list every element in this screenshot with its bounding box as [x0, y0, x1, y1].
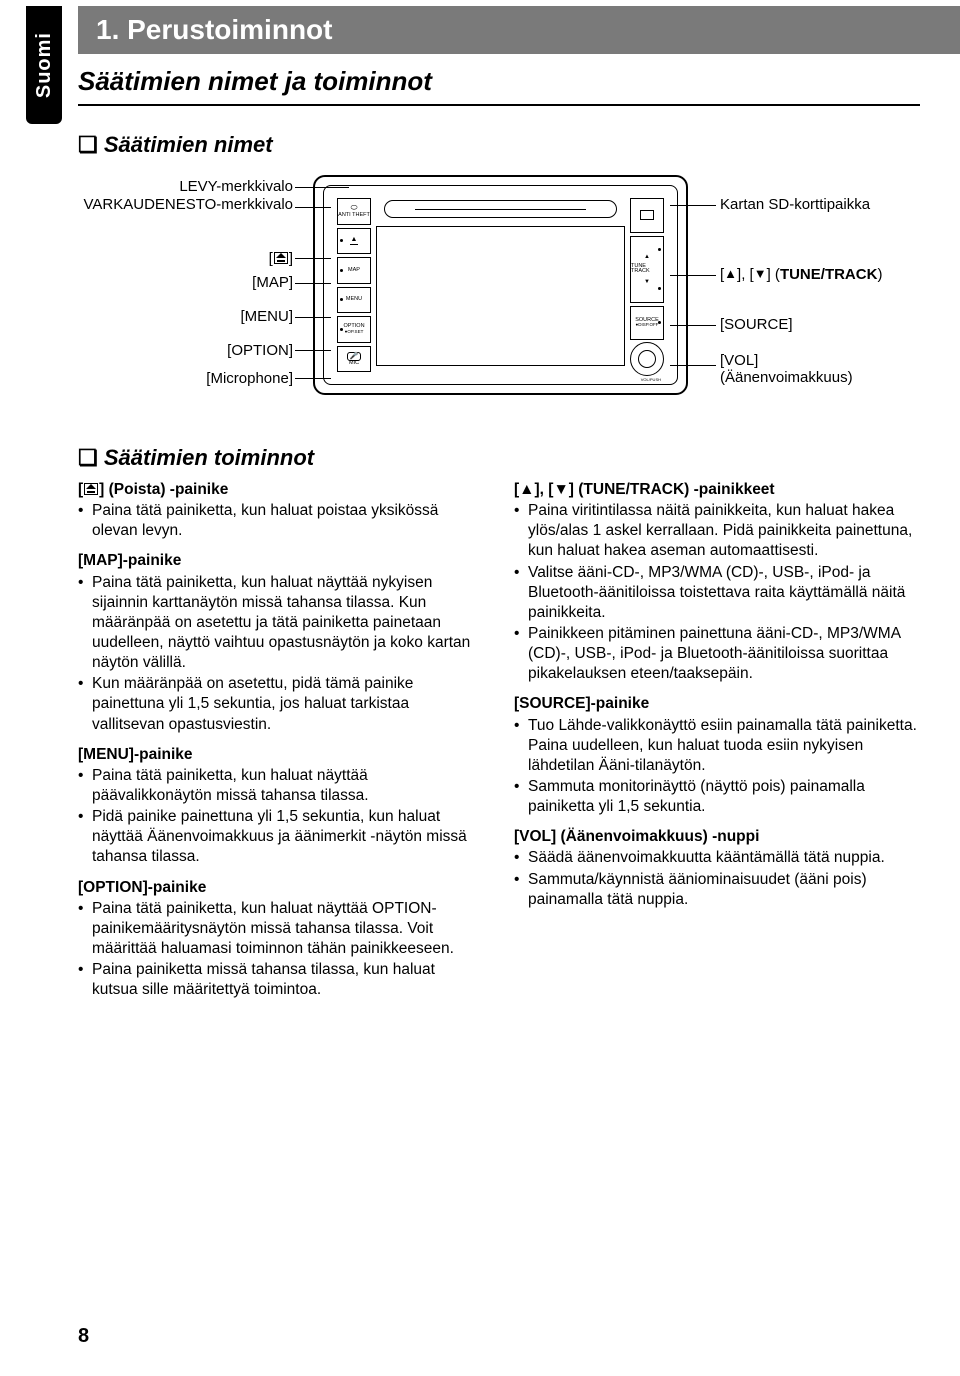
- btn-tune: ▲ TUNE TRACK ▼: [630, 236, 664, 303]
- item-block: [] (Poista) -painikePaina tätä painikett…: [78, 480, 484, 541]
- left-button-column: ⬭ANTI THEFT ▲ MAP MENU OPTION●OP.SET 🎤MI…: [337, 198, 371, 372]
- bullet-item: Sammuta monitorinäyttö (näyttö pois) pai…: [514, 777, 920, 817]
- bullet-item: Kun määränpää on asetettu, pidä tämä pai…: [78, 674, 484, 734]
- item-block: [MENU]-painikePaina tätä painiketta, kun…: [78, 745, 484, 868]
- label-tune: [▲], [▼] (TUNE/TRACK): [720, 267, 882, 284]
- bullet-item: Sammuta/käynnistä ääniominaisuudet (ääni…: [514, 870, 920, 910]
- bullet-item: Paina tätä painiketta, kun haluat näyttä…: [78, 899, 484, 959]
- label-source: [SOURCE]: [720, 317, 793, 334]
- bullet-item: Paina painiketta missä tahansa tilassa, …: [78, 960, 484, 1000]
- lead-line: [670, 365, 716, 366]
- bullet-item: Paina tätä painiketta, kun haluat näyttä…: [78, 766, 484, 806]
- cd-slot: [384, 200, 617, 218]
- item-block: [OPTION]-painikePaina tätä painiketta, k…: [78, 878, 484, 1001]
- divider: [78, 104, 920, 106]
- item-head: [VOL] (Äänenvoimakkuus) -nuppi: [514, 827, 920, 847]
- bullet-item: Valitse ääni-CD-, MP3/WMA (CD)-, USB-, i…: [514, 563, 920, 623]
- lead-line: [670, 325, 716, 326]
- label-sd: Kartan SD-korttipaikka: [720, 197, 870, 214]
- btn-sd: [630, 198, 664, 233]
- language-label: Suomi: [33, 32, 56, 98]
- btn-map: MAP: [337, 257, 371, 284]
- left-column: [] (Poista) -painikePaina tätä painikett…: [78, 480, 484, 1010]
- label-mic: [Microphone]: [206, 371, 293, 388]
- item-block: [SOURCE]-painikeTuo Lähde-valikkonäyttö …: [514, 694, 920, 817]
- lead-line: [670, 275, 716, 276]
- device-outline: ⬭ANTI THEFT ▲ MAP MENU OPTION●OP.SET 🎤MI…: [313, 175, 688, 395]
- section-subtitle: Säätimien nimet ja toiminnot: [78, 66, 432, 97]
- lead-line: [295, 283, 331, 284]
- label-disc: LEVY-merkkivalo: [179, 179, 293, 196]
- bullet-item: Painikkeen pitäminen painettuna ääni-CD-…: [514, 624, 920, 684]
- item-block: [MAP]-painikePaina tätä painiketta, kun …: [78, 551, 484, 734]
- bullet-item: Paina tätä painiketta, kun haluat näyttä…: [78, 573, 484, 674]
- vol-knob: [630, 342, 664, 376]
- bullet-item: Paina tätä painiketta, kun haluat poista…: [78, 501, 484, 541]
- label-option: [OPTION]: [227, 343, 293, 360]
- item-head: [] (Poista) -painike: [78, 480, 484, 500]
- page-number: 8: [78, 1325, 89, 1348]
- section2-title: Säätimien toiminnot: [78, 445, 314, 471]
- chapter-header: 1. Perustoiminnot: [78, 6, 960, 54]
- right-column: [▲], [▼] (TUNE/TRACK) -painikkeetPaina v…: [514, 480, 920, 1010]
- bullet-item: Pidä painike painettuna yli 1,5 sekuntia…: [78, 807, 484, 867]
- item-head: [SOURCE]-painike: [514, 694, 920, 714]
- language-tab: Suomi: [26, 6, 62, 124]
- vol-knob-label: VOL/PUSH: [641, 377, 661, 382]
- btn-source: SOURCE●DISP.OFF: [630, 306, 664, 341]
- item-head: [OPTION]-painike: [78, 878, 484, 898]
- btn-option: OPTION●OP.SET: [337, 316, 371, 343]
- lead-line: [295, 350, 331, 351]
- device-screen: [376, 226, 625, 366]
- label-vol: [VOL] (Äänenvoimakkuus): [720, 353, 853, 386]
- bullet-item: Tuo Lähde-valikkonäyttö esiin painamalla…: [514, 716, 920, 776]
- item-block: [VOL] (Äänenvoimakkuus) -nuppiSäädä ääne…: [514, 827, 920, 910]
- bullet-item: Paina viritintilassa näitä painikkeita, …: [514, 501, 920, 561]
- btn-disc-led: ⬭ANTI THEFT: [337, 198, 371, 225]
- lead-line: [295, 378, 331, 379]
- chapter-title: 1. Perustoiminnot: [96, 14, 332, 46]
- content-columns: [] (Poista) -painikePaina tätä painikett…: [78, 480, 920, 1010]
- label-eject: []: [269, 251, 293, 268]
- item-head: [▲], [▼] (TUNE/TRACK) -painikkeet: [514, 480, 920, 500]
- label-map: [MAP]: [252, 275, 293, 292]
- btn-mic: 🎤MIC: [337, 346, 371, 373]
- eject-icon: [274, 252, 288, 264]
- lead-line: [295, 187, 349, 188]
- bullet-item: Säädä äänenvoimakkuutta kääntämällä tätä…: [514, 848, 920, 868]
- label-menu: [MENU]: [241, 309, 294, 326]
- right-button-column: ▲ TUNE TRACK ▼ SOURCE●DISP.OFF: [630, 198, 664, 340]
- btn-menu: MENU: [337, 287, 371, 314]
- label-theft: VARKAUDENESTO-merkkivalo: [84, 197, 294, 214]
- btn-eject: ▲: [337, 228, 371, 255]
- device-diagram: LEVY-merkkivalo VARKAUDENESTO-merkkivalo…: [78, 175, 920, 415]
- lead-line: [295, 207, 331, 208]
- item-head: [MAP]-painike: [78, 551, 484, 571]
- section1-title: Säätimien nimet: [78, 132, 273, 158]
- lead-line: [670, 205, 716, 206]
- item-block: [▲], [▼] (TUNE/TRACK) -painikkeetPaina v…: [514, 480, 920, 684]
- item-head: [MENU]-painike: [78, 745, 484, 765]
- lead-line: [295, 317, 331, 318]
- device-inner: ⬭ANTI THEFT ▲ MAP MENU OPTION●OP.SET 🎤MI…: [323, 185, 678, 385]
- lead-line: [295, 258, 331, 259]
